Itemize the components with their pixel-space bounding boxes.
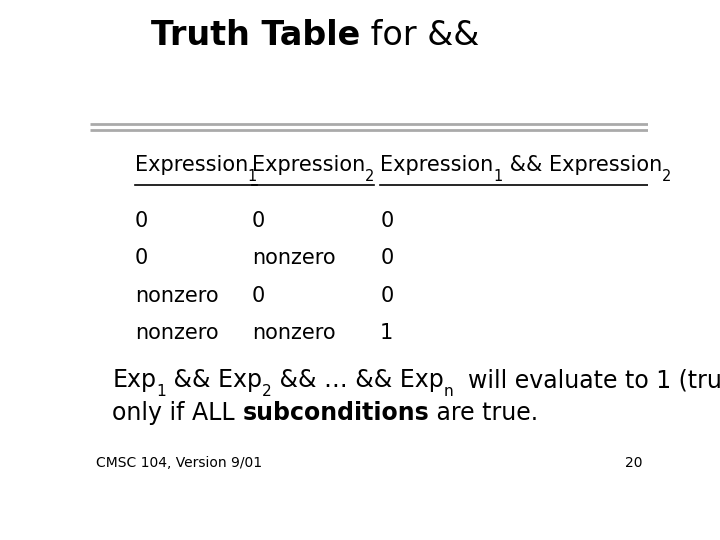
- Text: are true.: are true.: [429, 401, 539, 426]
- Text: nonzero: nonzero: [135, 286, 218, 306]
- Text: && … && Exp: && … && Exp: [272, 368, 444, 392]
- Text: 1: 1: [493, 169, 503, 184]
- Text: 20: 20: [625, 456, 642, 470]
- Text: CMSC 104, Version 9/01: CMSC 104, Version 9/01: [96, 456, 261, 470]
- Text: 0: 0: [252, 211, 265, 231]
- Text: 0: 0: [135, 248, 148, 268]
- Text: 0: 0: [380, 211, 393, 231]
- Text: nonzero: nonzero: [252, 248, 336, 268]
- Text: 1: 1: [248, 169, 257, 184]
- Text: 0: 0: [380, 248, 393, 268]
- Text: 0: 0: [380, 286, 393, 306]
- Text: 1: 1: [156, 384, 166, 399]
- Text: 0: 0: [135, 211, 148, 231]
- Text: Truth Table: Truth Table: [150, 18, 360, 52]
- Text: 2: 2: [365, 169, 374, 184]
- Text: nonzero: nonzero: [135, 323, 218, 343]
- Text: && Exp: && Exp: [166, 368, 262, 392]
- Text: Exp: Exp: [112, 368, 156, 392]
- Text: n: n: [444, 384, 454, 399]
- Text: Expression: Expression: [252, 155, 365, 175]
- Text: subconditions: subconditions: [243, 401, 429, 426]
- Text: 2: 2: [662, 169, 671, 184]
- Text: 1: 1: [380, 323, 393, 343]
- Text: Expression: Expression: [380, 155, 493, 175]
- Text: 0: 0: [252, 286, 265, 306]
- Text: will evaluate to 1 (true): will evaluate to 1 (true): [454, 368, 720, 392]
- Text: && Expression: && Expression: [503, 155, 662, 175]
- Text: Expression: Expression: [135, 155, 248, 175]
- Text: nonzero: nonzero: [252, 323, 336, 343]
- Text: for &&: for &&: [360, 18, 480, 52]
- Text: only if ALL: only if ALL: [112, 401, 243, 426]
- Text: 2: 2: [262, 384, 272, 399]
